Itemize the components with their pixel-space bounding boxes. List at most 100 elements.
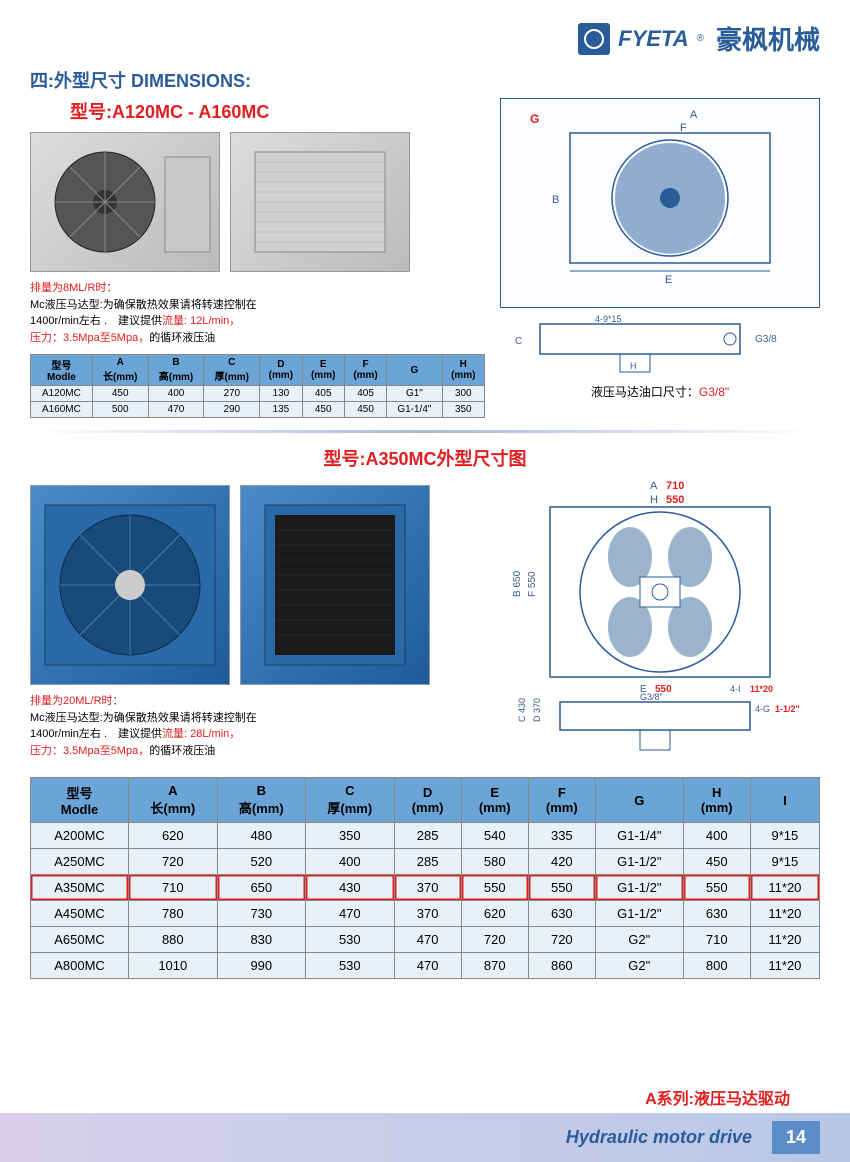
table1-header: B高(mm) <box>148 355 204 386</box>
note-1: 排量为8ML/R时： Mc液压马达型:为确保散热效果请将转速控制在 1400r/… <box>30 280 485 346</box>
photo-a120mc-fan <box>30 132 220 272</box>
product-photos-2 <box>30 485 485 685</box>
table-cell: 400 <box>148 386 204 402</box>
svg-text:710: 710 <box>666 480 684 492</box>
diagram-1: G A F B <box>500 98 820 308</box>
note1-line2b: 1400r/min左右 . 建议提供 <box>30 315 162 327</box>
table-cell: 400 <box>683 823 750 849</box>
svg-text:F 550: F 550 <box>527 571 538 597</box>
table-cell: G1-1/4" <box>387 402 442 418</box>
table-cell: 450 <box>302 402 344 418</box>
table-cell: 860 <box>528 953 595 979</box>
table-cell: 9*15 <box>750 823 819 849</box>
product-photos-1 <box>30 132 485 272</box>
table-cell: 470 <box>394 953 461 979</box>
note-2: 排量为20ML/R时： Mc液压马达型:为确保散热效果请将转速控制在 1400r… <box>30 693 485 759</box>
table-cell: 290 <box>204 402 260 418</box>
table-row: A800MC1010990530470870860G2"80011*20 <box>31 953 820 979</box>
photo-a350mc-fan <box>30 485 230 685</box>
bolt-spec: 4-9*15 <box>595 314 622 324</box>
table2-header: I <box>750 778 819 823</box>
table2-header: G <box>595 778 683 823</box>
table-cell: 480 <box>217 823 306 849</box>
table-cell: 630 <box>528 901 595 927</box>
svg-text:4-I: 4-I <box>730 684 741 694</box>
page-number: 14 <box>772 1121 820 1154</box>
table-cell: 990 <box>217 953 306 979</box>
table-cell: 370 <box>394 901 461 927</box>
svg-text:D 370: D 370 <box>532 698 542 722</box>
table-cell: 11*20 <box>750 927 819 953</box>
note2-line2a: Mc液压马达型:为确保散热效果请将转速控制在 <box>30 712 257 724</box>
table-1: 型号ModleA长(mm)B高(mm)C厚(mm)D(mm)E(mm)F(mm)… <box>30 354 485 418</box>
note2-flow: 流量: 28L/min， <box>162 728 240 740</box>
table-cell: G2" <box>595 927 683 953</box>
svg-text:G: G <box>530 112 539 126</box>
table1-header: H(mm) <box>442 355 484 386</box>
note2-line3b: 的循环液压油 <box>149 745 215 757</box>
table-row: A450MC780730470370620630G1-1/2"63011*20 <box>31 901 820 927</box>
brand-cn: 豪枫机械 <box>716 20 820 57</box>
diagram1-caption-port: G3/8" <box>699 385 729 399</box>
table-row: A120MC450400270130405405G1"300 <box>31 386 485 402</box>
table2-header: H(mm) <box>683 778 750 823</box>
table-cell: A250MC <box>31 849 129 875</box>
diagram-2: A710 H550 B 650 F 550 E550 4-I11*20 G <box>500 477 820 762</box>
table-cell: 870 <box>461 953 528 979</box>
table2-header: C厚(mm) <box>306 778 395 823</box>
table-cell: 830 <box>217 927 306 953</box>
table-cell: 500 <box>92 402 148 418</box>
svg-text:A: A <box>650 480 658 492</box>
table2-header: E(mm) <box>461 778 528 823</box>
table-cell: 11*20 <box>750 901 819 927</box>
table-cell: 470 <box>394 927 461 953</box>
note1-flow-header: 排量为8ML/R时： <box>30 282 117 294</box>
note2-pressure: 压力：3.5Mpa至5Mpa， <box>30 745 149 757</box>
table1-header: G <box>387 355 442 386</box>
svg-text:H: H <box>630 361 637 371</box>
table-cell: 450 <box>92 386 148 402</box>
note1-flow: 流量: 12L/min， <box>162 315 240 327</box>
table-cell: A160MC <box>31 402 93 418</box>
table-cell: A120MC <box>31 386 93 402</box>
table-cell: G1" <box>387 386 442 402</box>
table-cell: 650 <box>217 875 306 901</box>
table-cell: 710 <box>683 927 750 953</box>
svg-text:H: H <box>650 494 658 506</box>
table-cell: G1-1/4" <box>595 823 683 849</box>
svg-text:C: C <box>515 336 522 347</box>
svg-text:A: A <box>690 109 698 121</box>
note2-line2b: 1400r/min左右 . 建议提供 <box>30 728 162 740</box>
photo-a120mc-radiator <box>230 132 410 272</box>
table-cell: 550 <box>528 875 595 901</box>
table2-header: A长(mm) <box>129 778 218 823</box>
table-cell: A800MC <box>31 953 129 979</box>
table-cell: 720 <box>461 927 528 953</box>
table-cell: 470 <box>148 402 204 418</box>
table-cell: G1-1/2" <box>595 901 683 927</box>
svg-text:E: E <box>665 274 672 286</box>
table-cell: 470 <box>306 901 395 927</box>
model2-title: 型号:A350MC外型尺寸图 <box>30 445 820 471</box>
table-row: A350MC710650430370550550G1-1/2"55011*20 <box>31 875 820 901</box>
svg-text:11*20: 11*20 <box>750 684 773 694</box>
table-cell: G1-1/2" <box>595 849 683 875</box>
table1-header: E(mm) <box>302 355 344 386</box>
table1-header: F(mm) <box>344 355 386 386</box>
table1-header: 型号Modle <box>31 355 93 386</box>
divider <box>30 430 820 433</box>
diagram1-caption: 液压马达油口尺寸：G3/8" <box>500 383 820 400</box>
diagram-1-side: 4-9*15 C G3/8 H <box>500 314 820 379</box>
table-cell: A650MC <box>31 927 129 953</box>
table-cell: 11*20 <box>750 875 819 901</box>
table-cell: 620 <box>129 823 218 849</box>
svg-text:G3/8: G3/8 <box>755 334 777 345</box>
table2-header: 型号Modle <box>31 778 129 823</box>
table-cell: 130 <box>260 386 302 402</box>
table-cell: 800 <box>683 953 750 979</box>
table-cell: 9*15 <box>750 849 819 875</box>
note1-line2a: Mc液压马达型:为确保散热效果请将转速控制在 <box>30 299 257 311</box>
svg-text:1-1/2": 1-1/2" <box>775 704 800 714</box>
note1-line3b: 的循环液压油 <box>149 332 215 344</box>
table-cell: 300 <box>442 386 484 402</box>
